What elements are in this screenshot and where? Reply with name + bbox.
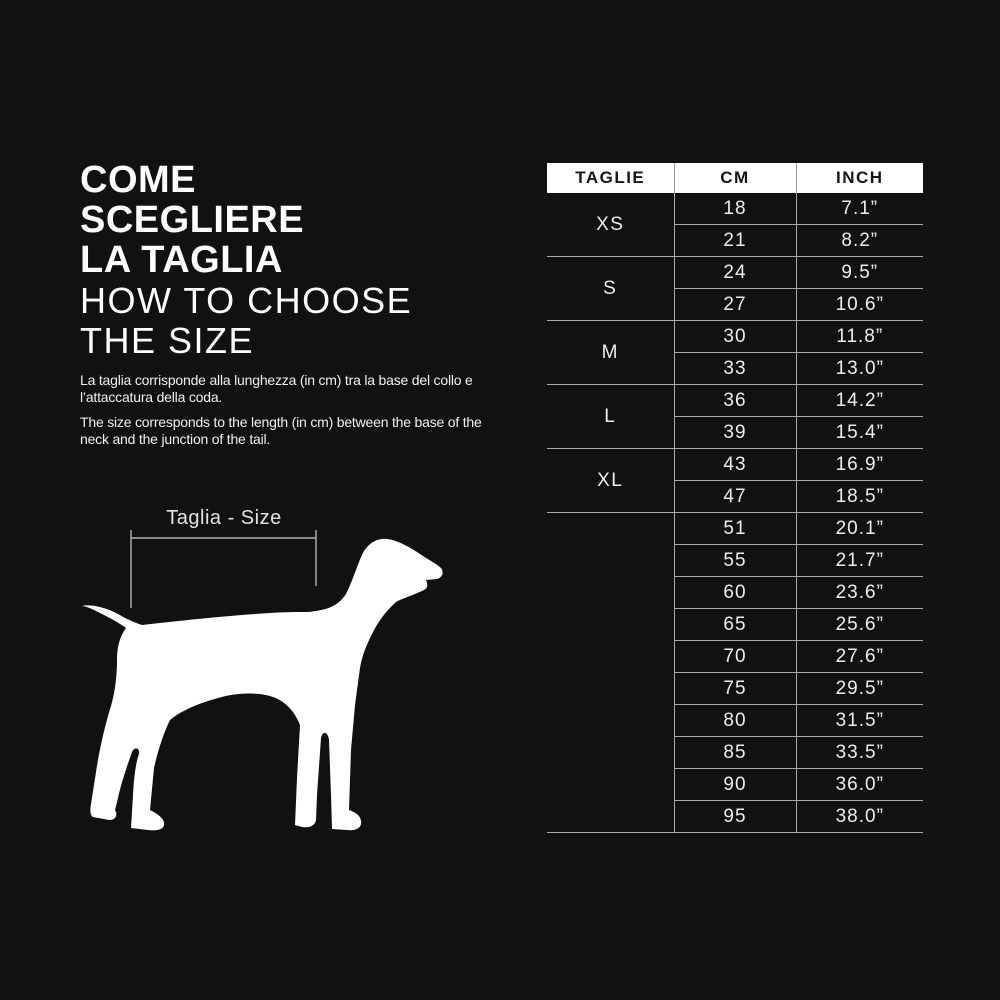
size-label-cell: XL — [547, 448, 674, 513]
inch-value-cell: 23.6” — [796, 576, 923, 609]
title-italian-line: LA TAGLIA — [80, 239, 283, 281]
inch-value-cell: 13.0” — [796, 352, 923, 385]
size-table-row: M 30 11.8” — [547, 320, 923, 385]
inch-value-cell: 18.5” — [796, 480, 923, 513]
cm-value-cell: 90 — [673, 768, 797, 801]
size-table-row: 85 33.5” — [547, 736, 923, 769]
cm-value-cell: 80 — [673, 704, 797, 737]
inch-value-cell: 25.6” — [796, 608, 923, 641]
size-table-row: 90 36.0” — [547, 768, 923, 801]
size-table-row: XS 18 7.1” — [547, 193, 923, 257]
size-label-cell: S — [547, 256, 674, 321]
description-line: neck and the junction of the tail. — [80, 431, 271, 447]
size-table-row: 27 10.6” — [547, 288, 923, 321]
size-table-row: 33 13.0” — [547, 352, 923, 385]
inch-value-cell: 9.5” — [796, 256, 923, 289]
header-cell-cm: CM — [673, 163, 796, 193]
description-english: The size corresponds to the length (in c… — [80, 414, 482, 448]
cm-value-cell: 47 — [673, 480, 797, 513]
dog-silhouette — [82, 538, 443, 831]
size-table-row: XL 43 16.9” — [547, 448, 923, 513]
title-italian-line: COME — [80, 159, 196, 201]
title-english-line: THE SIZE — [80, 320, 255, 361]
inch-value-cell: 29.5” — [796, 672, 923, 705]
description-italian: La taglia corrisponde alla lunghezza (in… — [80, 372, 473, 406]
size-label-cell: L — [547, 384, 674, 449]
cm-value-cell: 30 — [673, 320, 797, 353]
inch-value-cell: 20.1” — [796, 512, 923, 545]
description-line: La taglia corrisponde alla lunghezza (in… — [80, 372, 473, 388]
inch-value-cell: 27.6” — [796, 640, 923, 673]
cm-value-cell: 36 — [673, 384, 797, 417]
inch-value-cell: 15.4” — [796, 416, 923, 449]
inch-value-cell: 7.1” — [796, 193, 923, 225]
description-line: The size corresponds to the length (in c… — [80, 414, 482, 430]
inch-value-cell: 36.0” — [796, 768, 923, 801]
size-label-cell — [547, 512, 674, 833]
cm-value-cell: 60 — [673, 576, 797, 609]
size-table-header-row: TAGLIE CM INCH — [547, 163, 923, 193]
cm-value-cell: 85 — [673, 736, 797, 769]
size-table-row: 47 18.5” — [547, 480, 923, 513]
inch-value-cell: 38.0” — [796, 800, 923, 833]
size-table: TAGLIE CM INCH XS 18 7.1” 21 8.2” S 24 9.5” 27 10… — [547, 163, 923, 833]
cm-value-cell: 18 — [673, 193, 797, 225]
measure-bracket — [130, 530, 317, 608]
dog-measurement-illustration — [82, 530, 443, 831]
size-table-row: 70 27.6” — [547, 640, 923, 673]
cm-value-cell: 51 — [673, 512, 797, 545]
size-table-row: S 24 9.5” — [547, 256, 923, 321]
size-table-row: 39 15.4” — [547, 416, 923, 449]
size-table-row: 95 38.0” — [547, 800, 923, 833]
inch-value-cell: 33.5” — [796, 736, 923, 769]
size-label-cell: M — [547, 320, 674, 385]
size-table-row: 65 25.6” — [547, 608, 923, 641]
size-label-cell: XS — [547, 193, 674, 257]
inch-value-cell: 16.9” — [796, 448, 923, 481]
size-table-row: 51 20.1” — [547, 512, 923, 833]
inch-value-cell: 10.6” — [796, 288, 923, 321]
cm-value-cell: 24 — [673, 256, 797, 289]
cm-value-cell: 43 — [673, 448, 797, 481]
title-english-line: HOW TO CHOOSE — [80, 280, 413, 321]
size-table-row: 60 23.6” — [547, 576, 923, 609]
inch-value-cell: 21.7” — [796, 544, 923, 577]
inch-value-cell: 8.2” — [796, 224, 923, 257]
header-cell-taglie: TAGLIE — [547, 163, 674, 193]
size-table-row: 21 8.2” — [547, 224, 923, 257]
size-table-row: L 36 14.2” — [547, 384, 923, 449]
cm-value-cell: 21 — [673, 224, 797, 257]
cm-value-cell: 70 — [673, 640, 797, 673]
title-italian-line: SCEGLIERE — [80, 199, 305, 241]
inch-value-cell: 31.5” — [796, 704, 923, 737]
inch-value-cell: 11.8” — [796, 320, 923, 353]
size-table-row: 55 21.7” — [547, 544, 923, 577]
size-table-row: 75 29.5” — [547, 672, 923, 705]
cm-value-cell: 27 — [673, 288, 797, 321]
cm-value-cell: 55 — [673, 544, 797, 577]
title-italian: COME SCEGLIERE LA TAGLIA — [80, 160, 304, 280]
measure-label: Taglia - Size — [166, 507, 282, 529]
cm-value-cell: 65 — [673, 608, 797, 641]
cm-value-cell: 33 — [673, 352, 797, 385]
size-table-body: XS 18 7.1” 21 8.2” S 24 9.5” 27 10.6” M 30 11.8” 33 13… — [547, 193, 923, 833]
cm-value-cell: 95 — [673, 800, 797, 833]
header-cell-inch: INCH — [795, 163, 923, 193]
size-table-row: 80 31.5” — [547, 704, 923, 737]
cm-value-cell: 75 — [673, 672, 797, 705]
description-line: l’attaccatura della coda. — [80, 389, 223, 405]
cm-value-cell: 39 — [673, 416, 797, 449]
title-english: HOW TO CHOOSE THE SIZE — [80, 281, 412, 361]
inch-value-cell: 14.2” — [796, 384, 923, 417]
